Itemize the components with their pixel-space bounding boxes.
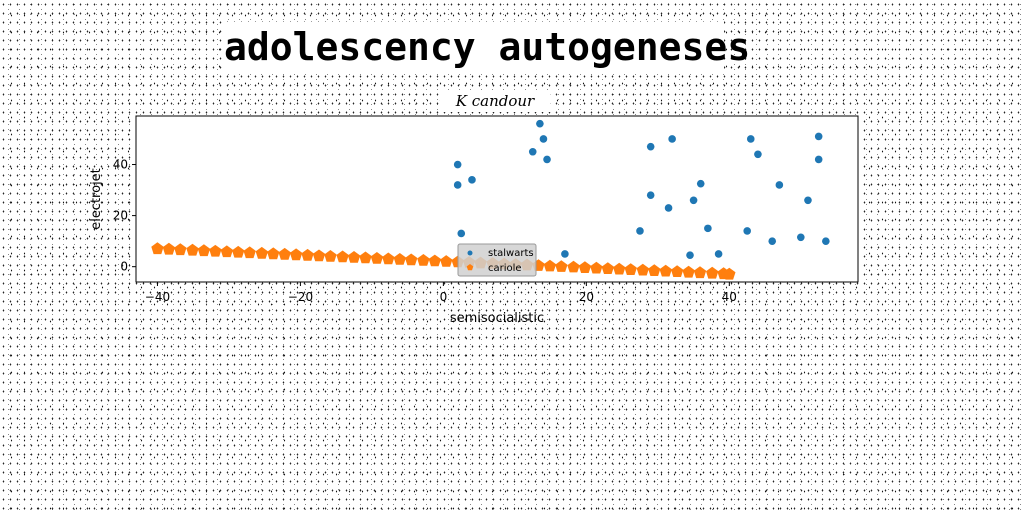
y-tick-label: 20 [113, 209, 128, 223]
point-cariole [162, 242, 176, 255]
legend-marker-stalwarts [467, 250, 473, 256]
point-cariole [578, 261, 592, 273]
point-cariole [693, 266, 707, 279]
point-cariole [312, 249, 326, 262]
point-stalwarts [775, 181, 784, 189]
point-cariole [220, 245, 233, 258]
point-cariole [243, 246, 256, 259]
legend-label-stalwarts: stalwarts [488, 248, 534, 259]
point-cariole [289, 248, 303, 261]
point-cariole [278, 247, 291, 260]
point-stalwarts [646, 142, 655, 151]
point-cariole [723, 267, 736, 280]
point-cariole [613, 262, 626, 275]
point-cariole [648, 264, 661, 276]
plot-frame [135, 115, 859, 283]
x-tick-label: −20 [288, 290, 313, 304]
point-cariole [267, 247, 280, 260]
point-stalwarts [528, 147, 537, 156]
point-stalwarts [561, 250, 569, 258]
point-stalwarts [696, 179, 705, 188]
point-cariole [555, 260, 568, 272]
x-tick-label: 0 [440, 290, 448, 304]
y-tick-label: 40 [113, 158, 128, 172]
point-cariole [197, 244, 211, 257]
point-stalwarts [814, 132, 823, 141]
point-stalwarts [664, 204, 673, 212]
chart-title: K candour [440, 90, 550, 112]
point-stalwarts [468, 176, 476, 184]
point-stalwarts [636, 227, 644, 235]
point-cariole [590, 261, 603, 274]
point-cariole [636, 263, 649, 276]
point-cariole [301, 248, 314, 261]
point-cariole [567, 260, 580, 273]
point-stalwarts [804, 196, 812, 205]
point-stalwarts [822, 237, 830, 245]
x-tick-label: 40 [722, 290, 737, 304]
point-stalwarts [453, 160, 462, 169]
point-cariole [601, 262, 614, 274]
point-stalwarts [704, 224, 712, 233]
point-stalwarts [539, 135, 548, 143]
x-axis-label: semisocialistic [450, 311, 544, 326]
axis-ticks: −40 −20 0 20 40 0 20 40 [113, 158, 737, 304]
point-stalwarts [668, 135, 676, 143]
point-stalwarts [453, 181, 462, 189]
legend-box [457, 243, 537, 277]
point-stalwarts [714, 250, 723, 258]
point-cariole [417, 254, 430, 266]
point-stalwarts [768, 237, 777, 245]
point-cariole [706, 266, 719, 279]
point-stalwarts [754, 150, 762, 159]
legend: stalwarts cariole [457, 243, 537, 277]
point-stalwarts [536, 119, 544, 128]
point-cariole [151, 242, 164, 255]
point-cariole [405, 253, 418, 266]
point-cariole [336, 250, 349, 263]
point-stalwarts [814, 155, 823, 164]
point-stalwarts [797, 233, 805, 242]
point-stalwarts [646, 191, 655, 199]
point-cariole [370, 252, 384, 264]
legend-label-cariole: cariole [488, 263, 522, 274]
x-tick-label: −40 [145, 290, 170, 304]
point-cariole [671, 265, 684, 277]
point-cariole [347, 251, 361, 263]
point-cariole [186, 243, 199, 256]
point-cariole [624, 263, 637, 275]
point-stalwarts [743, 227, 751, 235]
point-cariole [382, 252, 395, 265]
point-stalwarts [746, 135, 755, 143]
point-stalwarts [689, 196, 698, 205]
point-cariole [209, 244, 222, 257]
point-cariole [393, 253, 406, 265]
figure-suptitle: adolescency autogeneses [224, 22, 750, 72]
point-cariole [543, 259, 557, 272]
point-stalwarts [457, 229, 466, 238]
point-cariole [174, 243, 187, 256]
x-tick-label: 20 [579, 290, 594, 304]
point-cariole [232, 245, 245, 258]
point-cariole [682, 265, 695, 278]
chart-marks [151, 119, 830, 280]
point-cariole [359, 251, 372, 264]
legend-marker-cariole [466, 264, 474, 271]
point-cariole [428, 254, 441, 267]
point-cariole [659, 264, 672, 277]
y-axis-label: electrojet [89, 168, 104, 230]
point-cariole [440, 255, 453, 267]
point-stalwarts [543, 155, 551, 164]
y-tick-label: 0 [120, 260, 128, 274]
point-cariole [324, 250, 337, 262]
point-stalwarts [686, 251, 694, 259]
point-cariole [255, 246, 268, 259]
